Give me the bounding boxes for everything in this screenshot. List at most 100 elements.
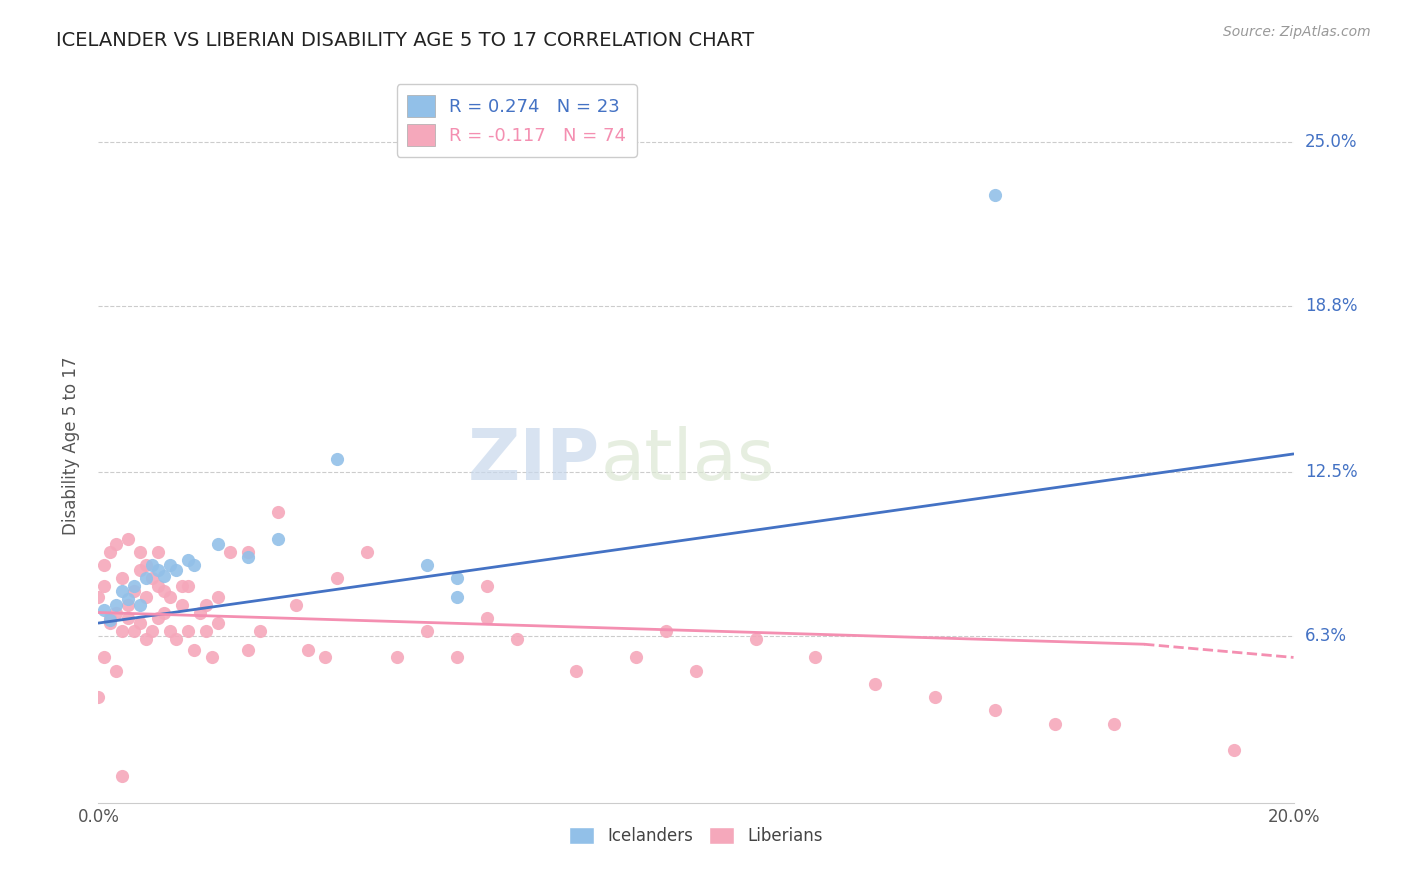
Point xyxy=(188,606,211,620)
Point xyxy=(135,558,157,572)
Point xyxy=(135,632,157,646)
Point xyxy=(105,537,128,551)
Point xyxy=(153,606,176,620)
Point xyxy=(207,537,229,551)
Point xyxy=(105,598,128,612)
Point xyxy=(93,558,115,572)
Point xyxy=(124,624,146,638)
Point xyxy=(105,664,128,678)
Y-axis label: Disability Age 5 to 17: Disability Age 5 to 17 xyxy=(62,357,80,535)
Text: 25.0%: 25.0% xyxy=(1305,133,1357,151)
Point xyxy=(117,592,139,607)
Text: 18.8%: 18.8% xyxy=(1305,297,1357,315)
Legend: Icelanders, Liberians: Icelanders, Liberians xyxy=(562,820,830,852)
Point xyxy=(315,650,337,665)
Point xyxy=(129,616,152,631)
Point xyxy=(984,188,1007,202)
Point xyxy=(93,579,115,593)
Point xyxy=(745,632,768,646)
Point xyxy=(159,590,181,604)
Point xyxy=(219,545,242,559)
Point xyxy=(98,545,122,559)
Point xyxy=(685,664,707,678)
Point xyxy=(924,690,946,704)
Point xyxy=(135,590,157,604)
Point xyxy=(1104,716,1126,731)
Text: 12.5%: 12.5% xyxy=(1305,464,1357,482)
Point xyxy=(326,571,349,585)
Point xyxy=(124,584,146,599)
Point xyxy=(201,650,224,665)
Point xyxy=(446,571,468,585)
Point xyxy=(141,571,163,585)
Point xyxy=(153,568,176,582)
Point xyxy=(565,664,588,678)
Text: Source: ZipAtlas.com: Source: ZipAtlas.com xyxy=(1223,25,1371,39)
Point xyxy=(249,624,271,638)
Point xyxy=(1043,716,1066,731)
Point xyxy=(135,571,157,585)
Point xyxy=(148,579,170,593)
Point xyxy=(117,598,139,612)
Point xyxy=(356,545,378,559)
Point xyxy=(984,703,1007,717)
Point xyxy=(865,677,887,691)
Point xyxy=(172,579,194,593)
Point xyxy=(153,584,176,599)
Point xyxy=(1223,743,1246,757)
Point xyxy=(207,616,229,631)
Point xyxy=(177,579,200,593)
Point xyxy=(236,549,259,564)
Point xyxy=(129,545,152,559)
Point xyxy=(165,563,187,577)
Point xyxy=(165,632,187,646)
Point xyxy=(177,624,200,638)
Point xyxy=(98,616,122,631)
Point xyxy=(117,611,139,625)
Point xyxy=(506,632,529,646)
Point xyxy=(117,532,139,546)
Point xyxy=(172,598,194,612)
Point xyxy=(195,598,218,612)
Point xyxy=(148,545,170,559)
Point xyxy=(105,606,128,620)
Point xyxy=(416,624,439,638)
Point xyxy=(129,598,152,612)
Point xyxy=(267,505,290,519)
Point xyxy=(446,650,468,665)
Point xyxy=(297,642,319,657)
Text: ZIP: ZIP xyxy=(468,425,600,495)
Point xyxy=(111,584,134,599)
Text: atlas: atlas xyxy=(600,425,775,495)
Point xyxy=(159,624,181,638)
Point xyxy=(183,558,205,572)
Point xyxy=(475,611,498,625)
Point xyxy=(111,769,134,783)
Point xyxy=(129,563,152,577)
Point xyxy=(159,558,181,572)
Point xyxy=(87,590,110,604)
Point xyxy=(385,650,409,665)
Point xyxy=(148,563,170,577)
Point xyxy=(93,650,115,665)
Point xyxy=(98,614,122,628)
Point xyxy=(416,558,439,572)
Point xyxy=(148,611,170,625)
Point xyxy=(236,545,259,559)
Point xyxy=(87,690,110,704)
Text: ICELANDER VS LIBERIAN DISABILITY AGE 5 TO 17 CORRELATION CHART: ICELANDER VS LIBERIAN DISABILITY AGE 5 T… xyxy=(56,31,755,50)
Point xyxy=(236,642,259,657)
Point xyxy=(284,598,307,612)
Point xyxy=(475,579,498,593)
Point xyxy=(177,552,200,566)
Point xyxy=(195,624,218,638)
Point xyxy=(626,650,648,665)
Point xyxy=(183,642,205,657)
Point xyxy=(98,611,122,625)
Point xyxy=(267,532,290,546)
Text: 6.3%: 6.3% xyxy=(1305,627,1347,645)
Point xyxy=(655,624,678,638)
Point xyxy=(124,579,146,593)
Point xyxy=(207,590,229,604)
Point xyxy=(111,624,134,638)
